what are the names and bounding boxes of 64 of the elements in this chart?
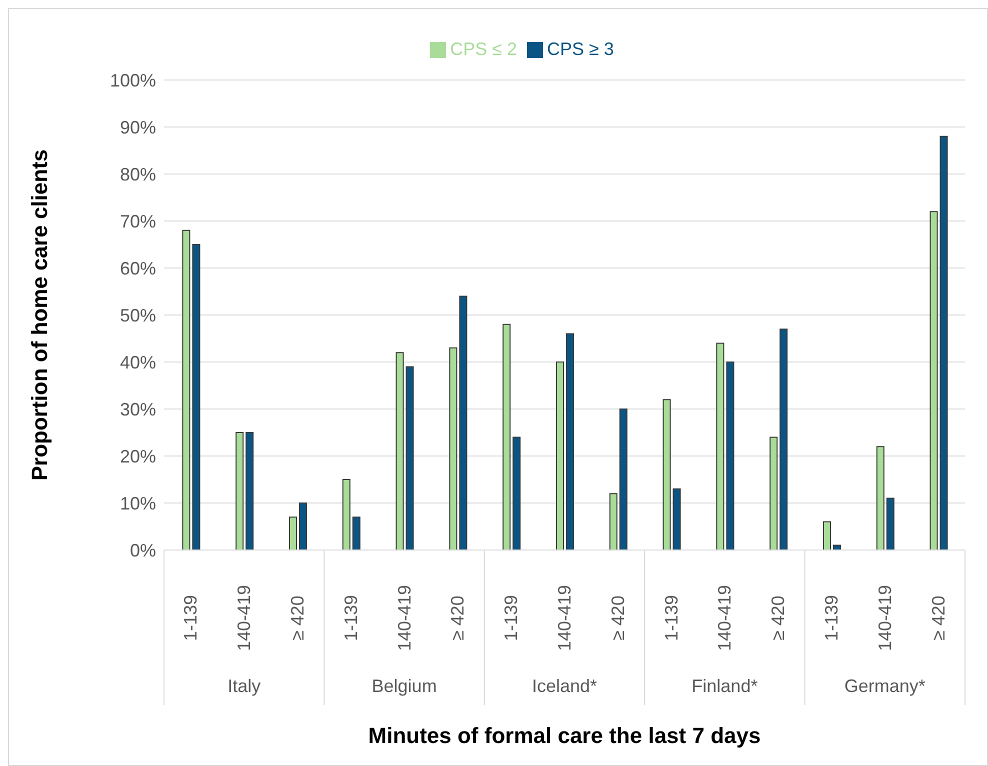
x-tick-label: 140-419 [234,584,254,652]
y-tick-label: 90% [120,117,156,138]
x-axis-title: Minutes of formal care the last 7 days [368,723,761,748]
bar [182,230,190,550]
legend-label: CPS ≥ 3 [547,39,614,59]
x-tick-label: 140-419 [554,584,574,652]
bar [930,211,938,550]
bar [236,432,244,550]
y-tick-label: 80% [120,164,156,184]
text: Belgium [372,676,437,696]
y-tick-label: 40% [120,352,156,372]
x-tick-label: 1-139 [340,594,361,642]
bar [566,333,574,550]
bar [459,296,468,550]
x-tick-label: ≥ 420 [288,596,308,640]
bar [940,136,948,550]
text: Germany* [844,676,926,696]
legend-label: CPS ≤ 2 [450,39,517,59]
bar [662,399,671,550]
bar [672,488,681,550]
y-tick-label: 70% [120,211,156,232]
bar [406,366,414,550]
bar [770,436,778,550]
x-tick-label: 1-139 [822,594,842,642]
x-tick-label: 140-419 [394,584,414,652]
x-tick-label: 140-419 [714,584,735,652]
bar [619,408,628,550]
bar [288,516,297,550]
y-tick-label: 10% [120,493,156,514]
bar [876,446,884,550]
x-tick-label: 1-139 [501,594,522,642]
x-tick-label: 1-139 [180,594,201,642]
bar [886,498,894,550]
bar [246,432,254,550]
y-tick-label: 60% [120,258,156,278]
y-tick-label: 100% [110,70,156,90]
bar [716,342,724,550]
x-tick-label: ≥ 420 [768,596,788,640]
bar [822,521,831,550]
bar [556,362,564,550]
bar [298,502,307,550]
bar [502,324,511,550]
bar [726,362,734,550]
text: Finland* [692,676,758,696]
bar [449,347,458,550]
y-tick-label: 50% [120,305,156,326]
bar [192,244,200,550]
text: Italy [228,676,261,696]
y-tick-label: 20% [120,446,156,466]
bar [609,493,618,550]
bar [780,328,788,550]
y-tick-label: 0% [130,540,156,560]
bar [396,352,404,550]
x-tick-label: ≥ 420 [928,596,948,640]
y-axis-title: Proportion of home care clients [26,149,52,481]
x-tick-label: 140-419 [874,584,895,652]
bar [352,516,360,550]
y-tick-label: 30% [120,399,156,420]
bar [342,479,350,550]
bar [512,436,521,550]
x-tick-label: ≥ 420 [608,596,628,640]
x-tick-label: 1-139 [661,594,682,642]
text: Iceland* [532,676,598,696]
x-tick-label: ≥ 420 [448,596,468,640]
